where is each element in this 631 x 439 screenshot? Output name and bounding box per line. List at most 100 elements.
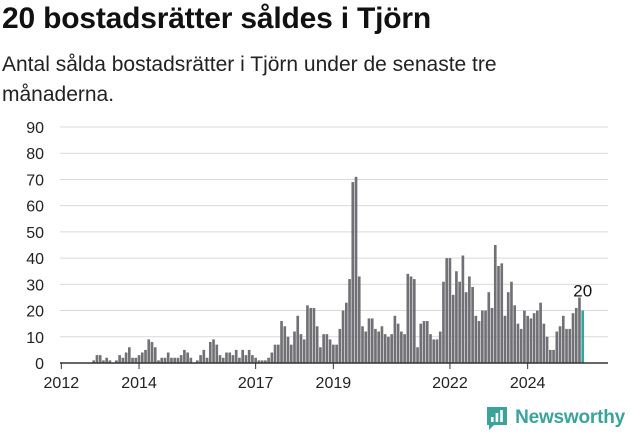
bar (438, 331, 442, 363)
bar (519, 328, 523, 363)
bar (341, 310, 345, 363)
bar (555, 331, 559, 363)
bar (344, 302, 348, 363)
bar (335, 344, 338, 363)
bar (387, 336, 390, 363)
bar (374, 328, 377, 363)
bar (474, 315, 478, 363)
bar (422, 321, 426, 363)
bar (542, 323, 546, 363)
chart-subtitle: Antal sålda bostadsrätter i Tjörn under … (2, 53, 497, 106)
bar (302, 339, 306, 363)
bar (238, 357, 241, 363)
bar (153, 347, 157, 363)
bar (150, 342, 154, 363)
bar (241, 349, 245, 363)
bar (412, 279, 416, 363)
y-tick-label: 80 (26, 146, 44, 163)
bar (361, 326, 364, 363)
bar (523, 310, 526, 363)
bar (260, 360, 264, 363)
bar (170, 357, 173, 363)
bar (348, 279, 351, 363)
bar (244, 355, 248, 363)
x-tick-label: 2022 (432, 375, 468, 392)
bar (225, 352, 228, 363)
bar (513, 305, 517, 363)
bar (163, 357, 167, 363)
x-axis-ticks: 2012 2014 2017 2019 2022 2024 (44, 363, 546, 392)
bar (196, 360, 199, 363)
bar (561, 315, 565, 363)
y-tick-label: 60 (26, 199, 44, 216)
bar (510, 281, 513, 363)
bar (451, 294, 455, 363)
bar (121, 357, 125, 363)
x-tick-label: 2024 (510, 375, 546, 392)
bar (134, 357, 138, 363)
bar (429, 334, 432, 363)
newsworthy-logo-icon (487, 407, 508, 430)
x-tick-label: 2019 (316, 375, 352, 392)
bar (173, 357, 176, 363)
bar (108, 360, 112, 363)
bar (257, 360, 261, 363)
bar (215, 344, 219, 363)
bar (529, 318, 533, 363)
bar (458, 281, 461, 363)
bar (468, 276, 471, 363)
bar (435, 339, 439, 363)
bar (357, 276, 361, 363)
bar (568, 328, 572, 363)
bar (571, 313, 575, 363)
bar (186, 352, 189, 363)
bar-chart: 0 10 20 30 40 50 60 70 80 90 2012 2014 2017 2019 2022… (26, 120, 608, 392)
bar (179, 355, 183, 363)
bar (105, 357, 108, 363)
y-tick-label: 90 (26, 120, 44, 137)
bar (218, 355, 222, 363)
bar (309, 307, 313, 363)
chart-title: 20 bostadsrätter såldes i Tjörn (2, 2, 431, 35)
bar (503, 315, 507, 363)
bar (455, 271, 458, 363)
bar (425, 321, 429, 363)
y-tick-label: 20 (26, 304, 44, 321)
x-tick-label: 2014 (121, 375, 157, 392)
bar (532, 313, 536, 363)
bar (115, 360, 118, 363)
bar (95, 355, 99, 363)
bar (400, 331, 403, 363)
bar (419, 323, 423, 363)
bar (396, 323, 400, 363)
bar (393, 315, 397, 363)
bar (487, 292, 491, 363)
bar (406, 273, 410, 363)
x-tick-label: 2017 (238, 375, 274, 392)
bar (147, 339, 151, 363)
bar (315, 326, 319, 363)
bar (202, 349, 206, 363)
bar (383, 334, 387, 363)
bar (558, 326, 562, 363)
bar (160, 357, 164, 363)
bar (267, 357, 270, 363)
bar (506, 292, 510, 363)
bar (464, 292, 468, 363)
bar (432, 339, 436, 363)
bar (231, 355, 235, 363)
bar (176, 357, 180, 363)
bar (157, 360, 160, 363)
bar (367, 318, 371, 363)
bar (118, 355, 121, 363)
y-tick-label: 50 (26, 225, 44, 242)
newsworthy-logo: Newsworthy (485, 405, 625, 431)
bar (319, 347, 322, 363)
bar (364, 331, 368, 363)
bar (289, 344, 293, 363)
bar-latest (581, 310, 585, 363)
bar (205, 357, 209, 363)
bar (380, 326, 384, 363)
bar (497, 265, 500, 363)
bar (166, 352, 170, 363)
